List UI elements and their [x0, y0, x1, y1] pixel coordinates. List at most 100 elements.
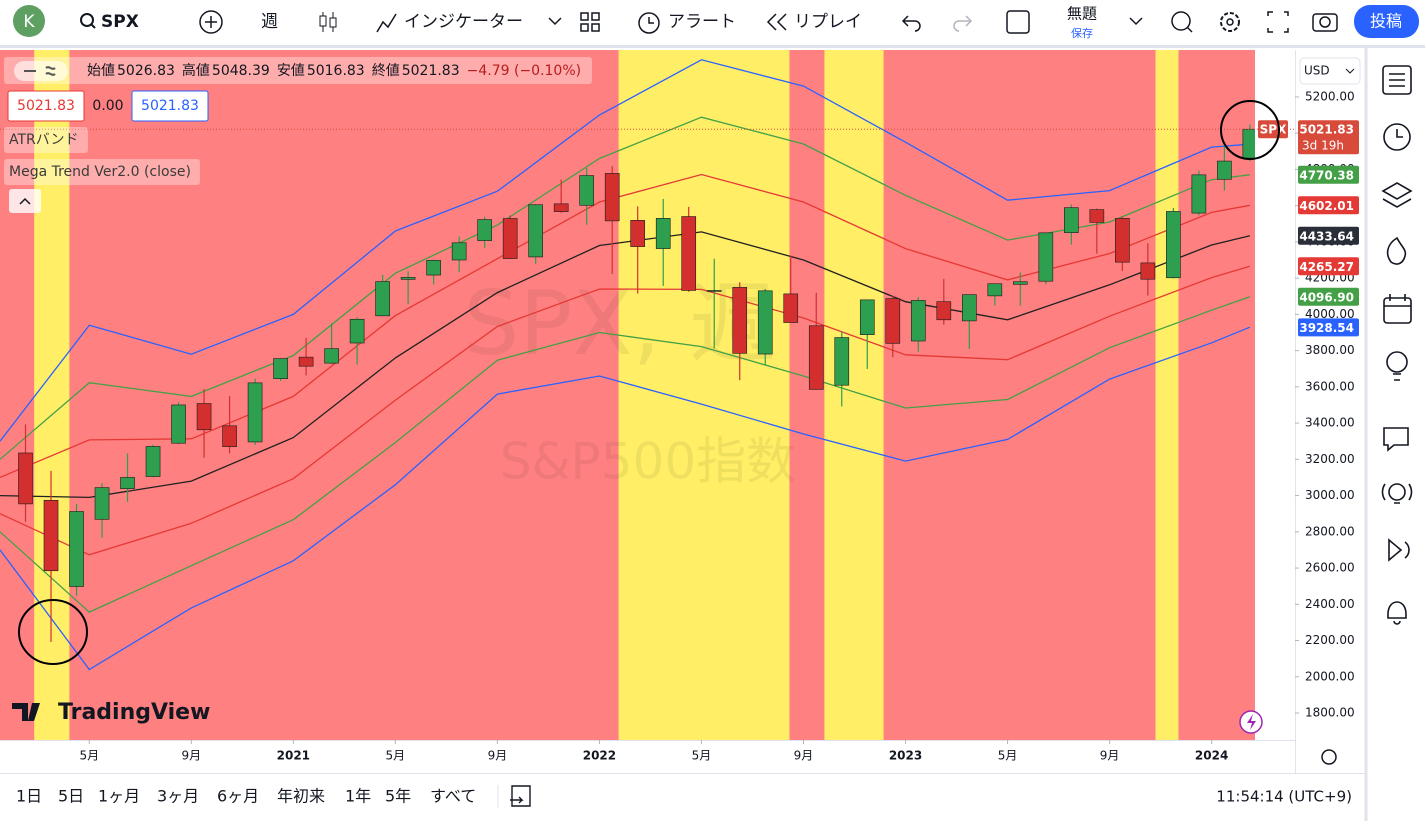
layout-title[interactable]: 無題 [1067, 5, 1097, 23]
candle-body [18, 452, 33, 505]
candle-body [1013, 281, 1028, 285]
lightning-icon [1247, 714, 1256, 730]
x-tick-label: 5月 [998, 749, 1018, 763]
range-button[interactable]: 1年 [345, 787, 371, 806]
ohlc-value: 5048.39 [212, 63, 270, 79]
annotation-circle [1220, 100, 1280, 160]
y-tick-label: 5200.00 [1305, 89, 1355, 103]
right-sidebar [1364, 48, 1413, 821]
candle-body [145, 446, 161, 477]
x-tick-label: 5月 [79, 749, 99, 763]
x-tick-label: 9月 [488, 749, 508, 763]
annotation-circle [18, 599, 88, 665]
candle-body [1089, 209, 1105, 223]
candle-body [247, 382, 263, 443]
ohlc-label: 安値 [277, 63, 305, 79]
collapse-button[interactable] [9, 189, 41, 213]
candle-body [987, 283, 1003, 297]
ohlc-label: 高値 [182, 62, 210, 79]
interval[interactable]: 週 [261, 12, 278, 32]
candle-body [1191, 174, 1207, 214]
candle-body [426, 260, 441, 276]
candle-body [502, 218, 518, 259]
candle-body [706, 290, 722, 292]
band-line [0, 326, 1251, 671]
candle-body [451, 242, 467, 261]
replay-button[interactable]: リプレイ [794, 12, 862, 32]
indicator-legend-bg [4, 127, 88, 153]
indicators-button[interactable]: インジケーター [404, 12, 523, 32]
candle-body [69, 511, 84, 587]
band-line [0, 59, 1250, 442]
y-tick-label: 4000.00 [1305, 307, 1355, 321]
x-tick-label: 5月 [386, 749, 406, 763]
collapse-icon [19, 197, 31, 205]
candle-body [196, 403, 212, 431]
range-button[interactable]: すべて [430, 787, 476, 806]
range-button[interactable]: 年初来 [277, 787, 325, 806]
candle-body [961, 294, 977, 322]
range-button[interactable]: 1ヶ月 [98, 787, 140, 806]
candle-body [808, 325, 824, 390]
x-tick-label: 2024 [1195, 749, 1228, 763]
band-line [0, 231, 1251, 499]
publish-button[interactable] [1354, 5, 1419, 38]
candle-body [1166, 211, 1181, 279]
candle-body [1140, 262, 1156, 280]
indicator-name[interactable]: ATRバンド [9, 132, 78, 148]
currency-selector[interactable] [1299, 57, 1361, 85]
input-value: 5021.83 [17, 98, 75, 114]
band-line [0, 265, 1251, 556]
indicator-name[interactable]: Mega Trend Ver2.0 (close) [9, 164, 191, 180]
price-label: 4770.38 [1299, 168, 1354, 182]
price-label-box [1298, 287, 1359, 306]
candle-body [120, 477, 135, 489]
range-button[interactable]: 3ヶ月 [157, 787, 199, 806]
ohlc-value: 5016.83 [307, 63, 365, 79]
avatar[interactable] [13, 5, 45, 37]
last-price-box [1298, 120, 1359, 155]
range-button[interactable]: 5年 [385, 787, 411, 806]
band-line [0, 116, 1250, 460]
y-tick-label: 1800.00 [1305, 706, 1355, 720]
symbol[interactable]: SPX [101, 12, 139, 32]
price-label: 3928.54 [1299, 321, 1354, 335]
x-tick-label: 2022 [583, 749, 616, 763]
trend-zone [34, 50, 70, 740]
x-tick-label: 2023 [889, 749, 922, 763]
candle-body [859, 299, 875, 335]
clock: 11:54:14 (UTC+9) [1216, 788, 1352, 806]
logo-mark [12, 703, 40, 721]
input-box[interactable] [7, 90, 85, 122]
price-label-box [1298, 318, 1359, 337]
y-tick-label: 2400.00 [1305, 597, 1355, 611]
price-label: 4602.01 [1299, 199, 1354, 213]
candle-body [171, 404, 186, 444]
avatar-letter: K [23, 12, 35, 32]
candle-body [604, 173, 620, 222]
input-value: 0.00 [92, 98, 123, 114]
ohlc-value: 5026.83 [117, 63, 175, 79]
currency: USD [1304, 64, 1330, 78]
range-button[interactable]: 6ヶ月 [217, 787, 259, 806]
candle-body [655, 218, 671, 249]
ohlc-label: 始値 [87, 63, 115, 79]
alert-button[interactable]: アラート [668, 12, 736, 32]
candle-body [1115, 218, 1130, 263]
y-tick-label: 2800.00 [1305, 524, 1355, 538]
price-label-box [1298, 257, 1359, 276]
trend-zone [824, 50, 884, 740]
candle-body [885, 298, 901, 344]
y-tick-label: 3800.00 [1305, 343, 1355, 357]
input-box[interactable] [131, 90, 209, 122]
price-label: 4096.90 [1299, 290, 1354, 304]
range-button[interactable]: 5日 [58, 787, 84, 806]
band-line [0, 296, 1251, 613]
save-status[interactable]: 保存 [1071, 26, 1093, 40]
range-button[interactable]: 1日 [16, 787, 42, 806]
candle-body [222, 425, 237, 447]
overlay: 1800.00 2000.00 2200.00 2400.00 2600.00 2800.… [0, 57, 1359, 763]
legend-toggle[interactable] [14, 61, 68, 81]
last-price: 5021.83 [1299, 123, 1354, 137]
